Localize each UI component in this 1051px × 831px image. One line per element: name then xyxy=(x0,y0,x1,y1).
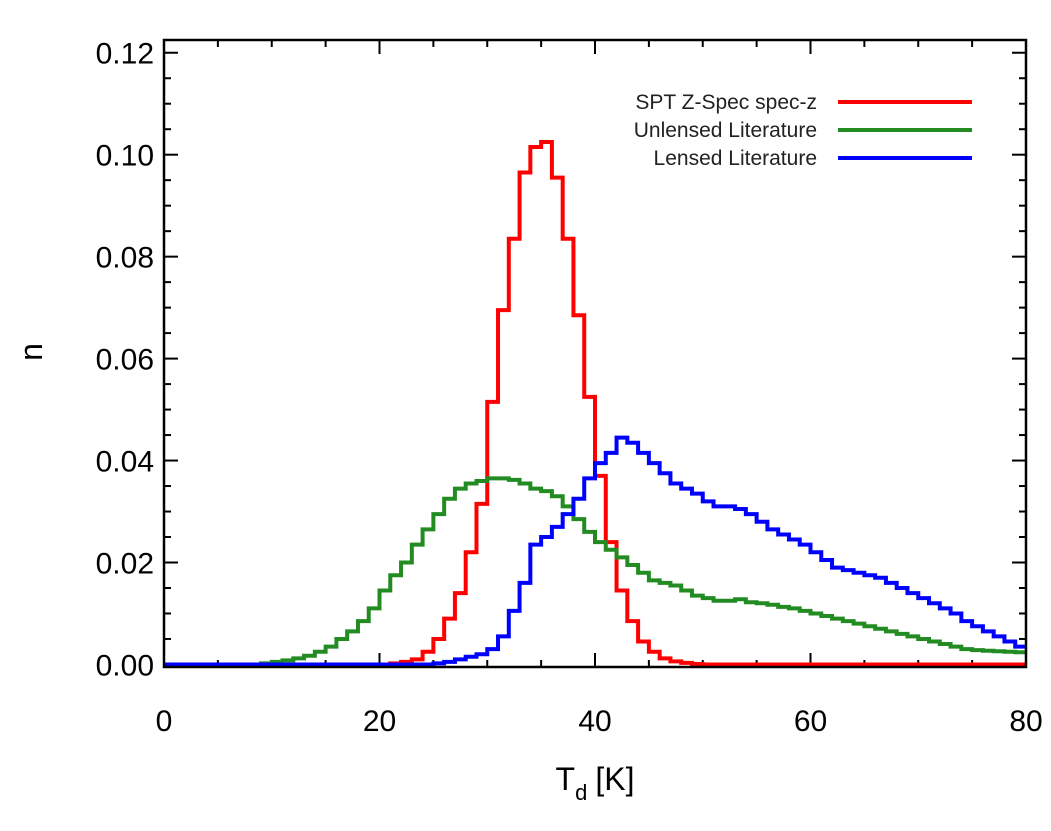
x-tick-label: 60 xyxy=(794,705,827,738)
x-tick-label: 0 xyxy=(156,705,173,738)
y-axis-label: n xyxy=(13,343,49,361)
legend-label: SPT Z-Spec spec-z xyxy=(635,91,817,114)
x-axis-label: Td [K] xyxy=(556,761,635,805)
series-unlensed-literature-line xyxy=(164,476,1026,667)
plot-frame xyxy=(162,38,1028,669)
legend-label: Unlensed Literature xyxy=(634,119,817,142)
legend-label: Lensed Literature xyxy=(654,147,817,170)
x-tick-label: 40 xyxy=(578,705,611,738)
x-tick-label: 80 xyxy=(1009,705,1042,738)
histogram-series xyxy=(164,139,1026,667)
y-tick-label: 0.12 xyxy=(96,38,154,71)
x-tick-labels: 0 20 40 60 80 xyxy=(156,705,1043,738)
legend: SPT Z-Spec spec-z Unlensed Literature Lens… xyxy=(634,91,972,170)
y-tick-label: 0.06 xyxy=(96,344,154,377)
y-tick-label: 0.00 xyxy=(96,649,154,682)
y-tick-label: 0.04 xyxy=(96,446,154,479)
x-tick-label: 20 xyxy=(363,705,396,738)
axis-ticks xyxy=(163,40,1027,667)
series-lensed-literature-line xyxy=(164,435,1026,667)
y-tick-label: 0.02 xyxy=(96,548,154,581)
y-tick-label: 0.10 xyxy=(96,140,154,173)
y-tick-labels: 0.00 0.02 0.04 0.06 0.08 0.10 0.12 xyxy=(96,38,154,683)
y-tick-label: 0.08 xyxy=(96,242,154,275)
